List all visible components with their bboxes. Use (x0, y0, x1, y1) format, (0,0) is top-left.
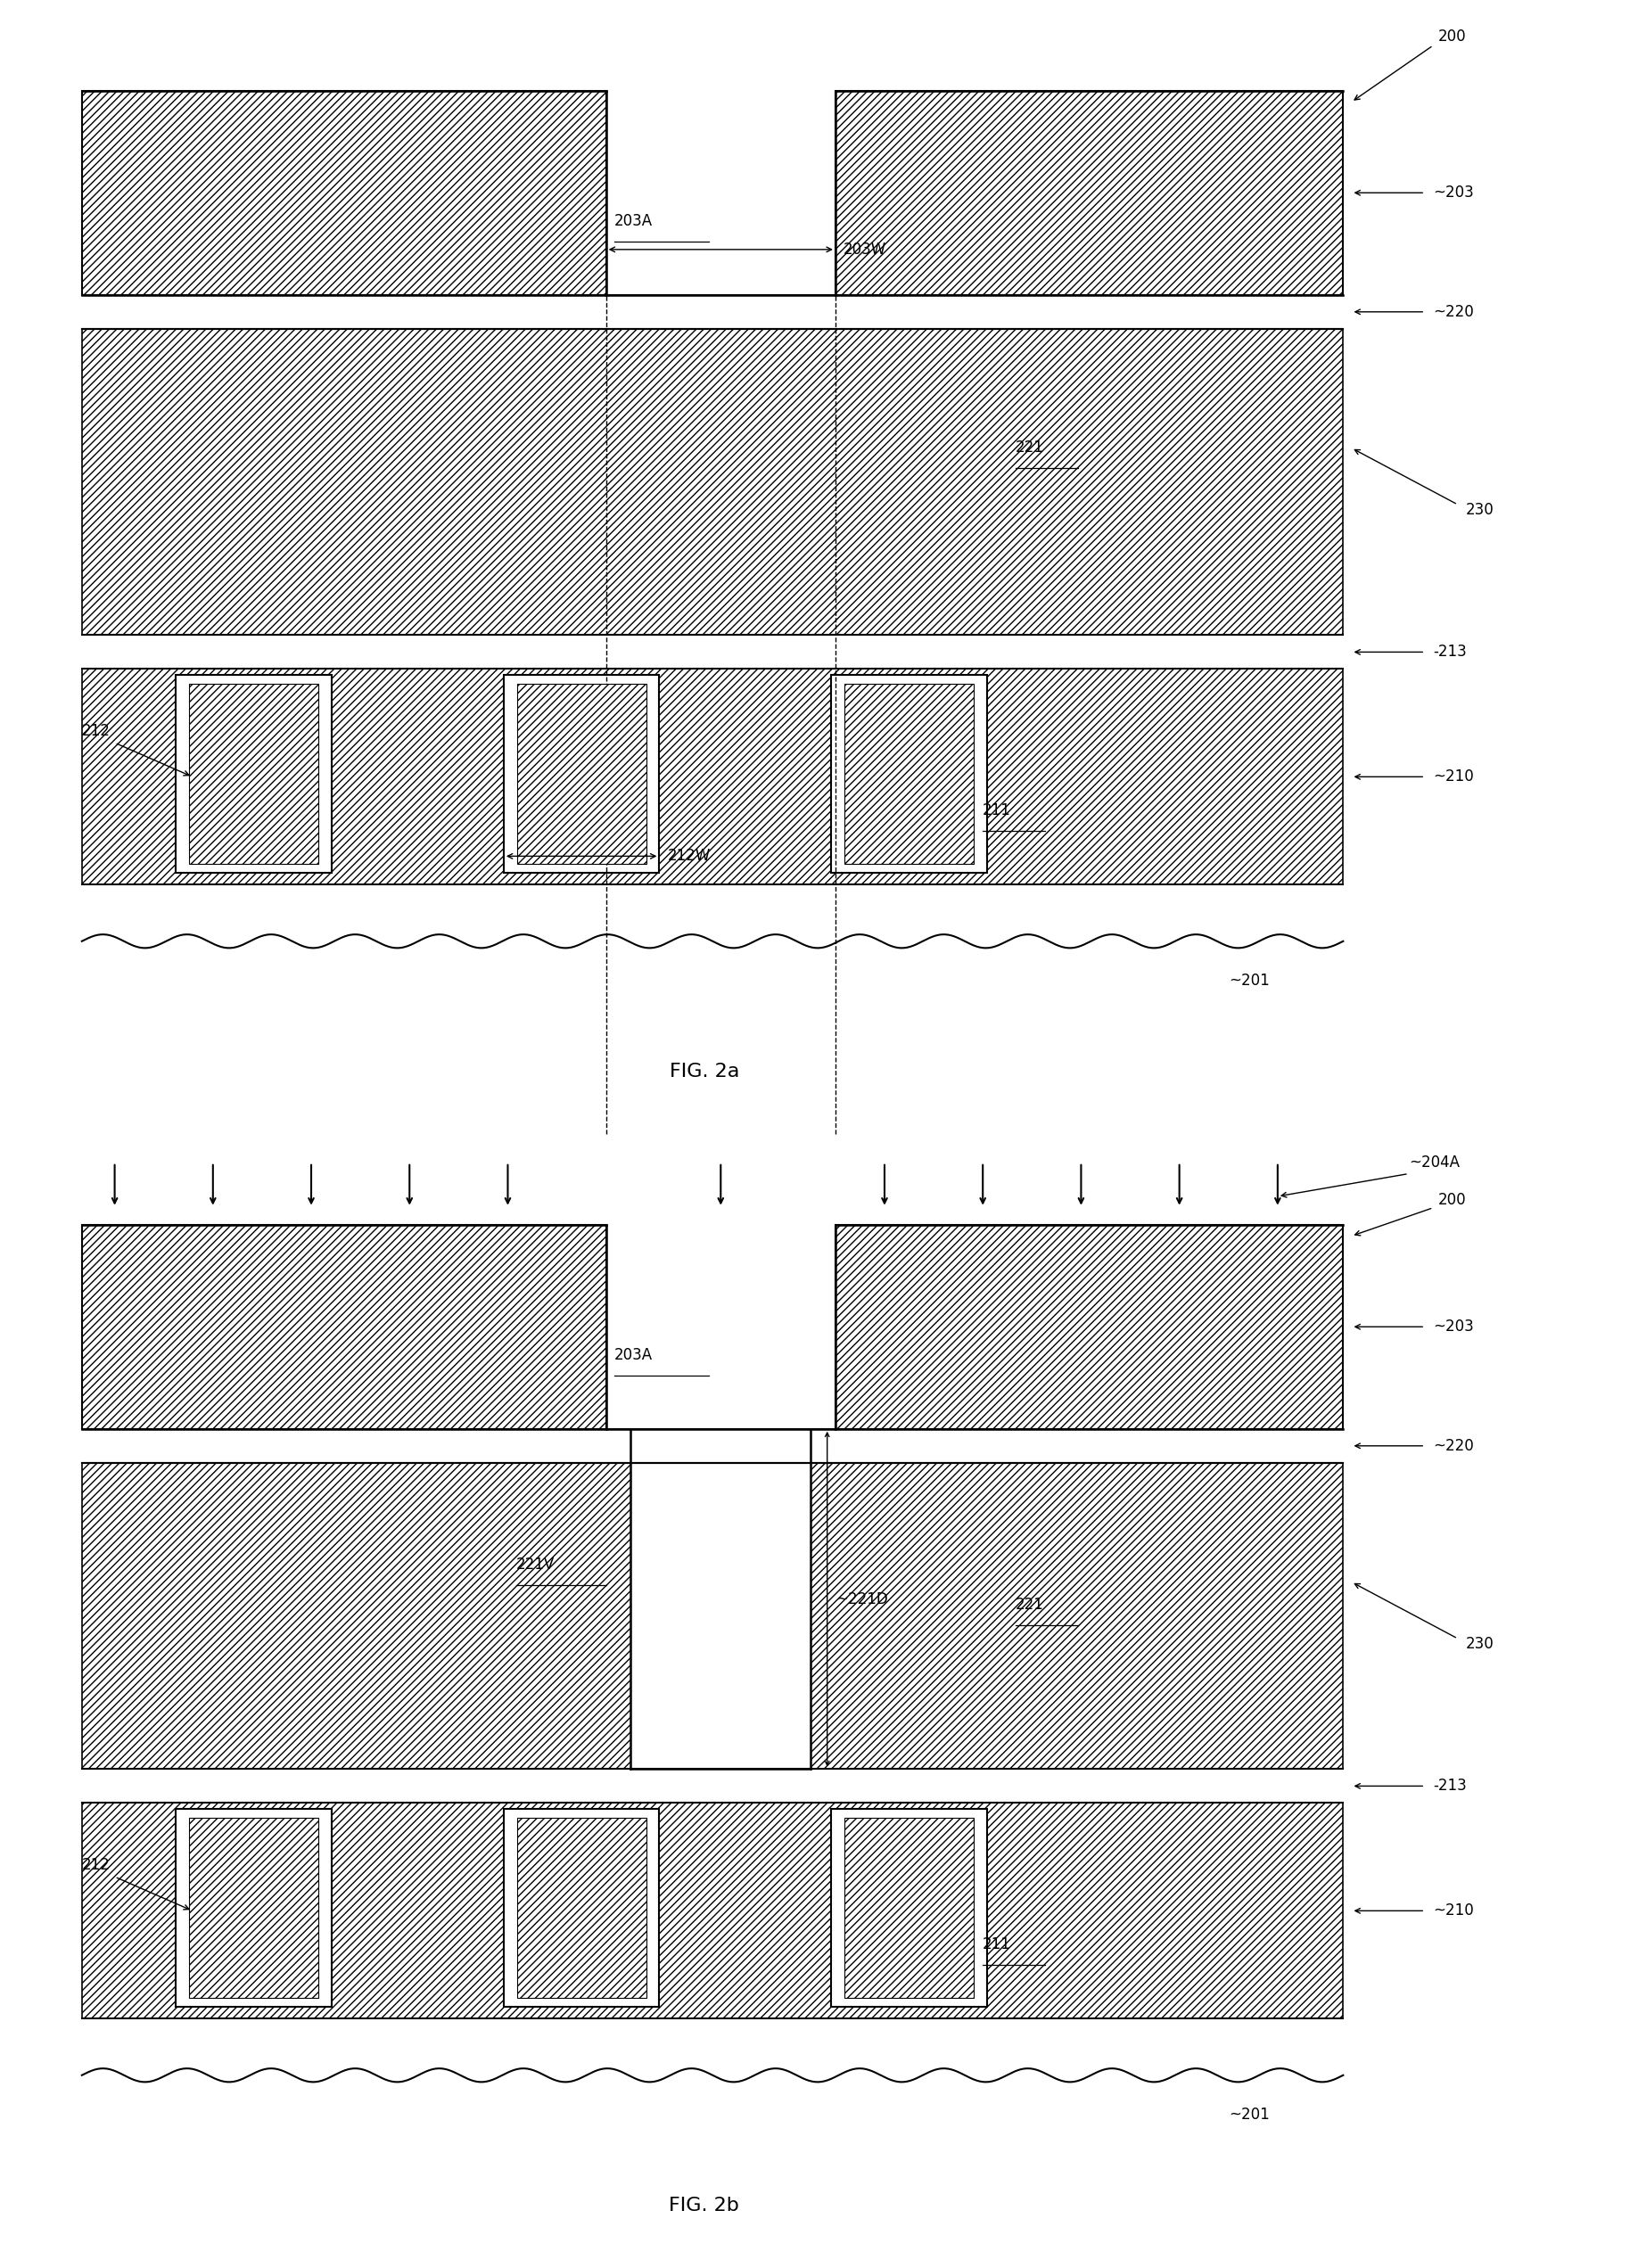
Bar (845, 685, 975, 864)
Bar (82, 1803, 1343, 2019)
Bar (177, 1810, 331, 2007)
Bar (177, 1810, 331, 2007)
Bar (82, 1463, 1343, 1769)
Bar (190, 685, 319, 864)
Bar (835, 91, 1343, 295)
Bar (832, 1810, 986, 2007)
Bar (518, 685, 645, 864)
Text: -213: -213 (1433, 644, 1468, 660)
Text: 200: 200 (1438, 1191, 1466, 1209)
Text: -213: -213 (1433, 1778, 1468, 1794)
Bar (832, 676, 986, 873)
Text: ~203: ~203 (1433, 1318, 1474, 1336)
Text: 230: 230 (1466, 501, 1494, 519)
Text: 221: 221 (1016, 1597, 1043, 1613)
Text: 211: 211 (983, 1937, 1011, 1953)
Text: ~220: ~220 (1433, 304, 1474, 320)
Bar (845, 1819, 975, 1998)
Bar (82, 329, 1343, 635)
Bar (177, 676, 331, 873)
Bar (82, 1225, 606, 1429)
Text: ~204A: ~204A (1409, 1154, 1459, 1170)
Bar (505, 676, 658, 873)
Bar (190, 1819, 319, 1998)
Text: 203W: 203W (844, 240, 886, 259)
Text: FIG. 2b: FIG. 2b (670, 2198, 739, 2214)
Bar (505, 1810, 658, 2007)
Bar (518, 1819, 645, 1998)
Bar (82, 669, 1343, 885)
Text: 230: 230 (1466, 1635, 1494, 1653)
Text: 221: 221 (1016, 440, 1043, 456)
Bar (832, 1810, 986, 2007)
Text: ~203: ~203 (1433, 184, 1474, 202)
Text: ~201: ~201 (1228, 2107, 1269, 2123)
Bar (505, 676, 658, 873)
Text: ~210: ~210 (1433, 769, 1474, 785)
Bar (177, 676, 331, 873)
Bar (832, 676, 986, 873)
Text: ~201: ~201 (1228, 973, 1269, 989)
Text: 203A: 203A (614, 1347, 652, 1363)
Text: 212: 212 (82, 1857, 110, 1873)
Text: ~210: ~210 (1433, 1903, 1474, 1919)
Bar (505, 1810, 658, 2007)
Text: 203A: 203A (614, 213, 652, 229)
Text: ~220: ~220 (1433, 1438, 1474, 1454)
Text: FIG. 2a: FIG. 2a (670, 1064, 739, 1080)
Text: 211: 211 (983, 803, 1011, 819)
Text: 212W: 212W (668, 848, 711, 864)
Bar (82, 91, 606, 295)
Bar (631, 1429, 811, 1769)
Bar (835, 1225, 1343, 1429)
Text: 221V: 221V (516, 1556, 555, 1574)
Text: 212: 212 (82, 723, 110, 739)
Text: 200: 200 (1438, 27, 1466, 45)
Text: ~221D: ~221D (835, 1590, 888, 1608)
